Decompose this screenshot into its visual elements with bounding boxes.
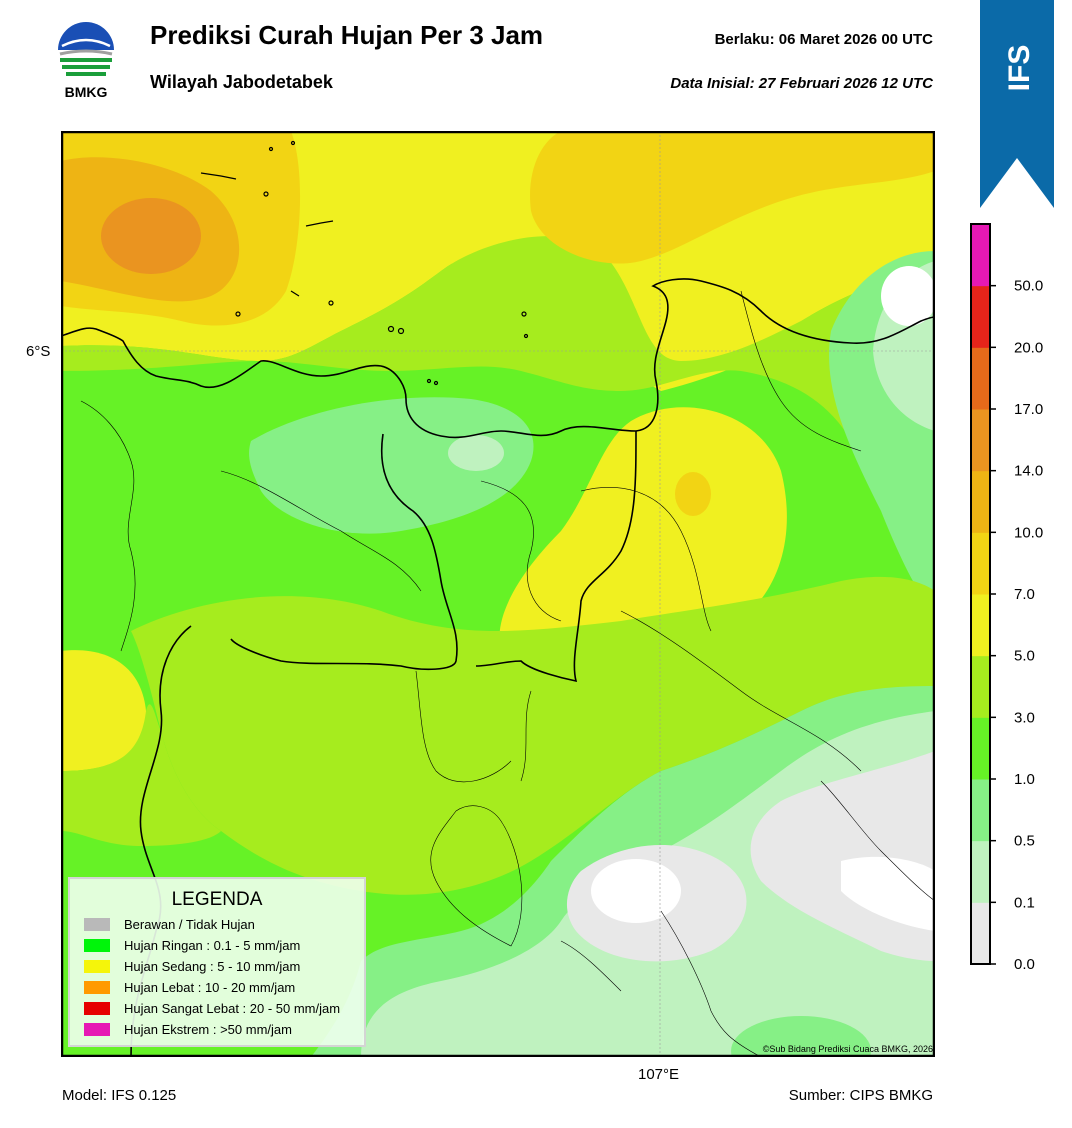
legend-box: LEGENDA Berawan / Tidak Hujan Hujan Ring… <box>68 877 366 1047</box>
colorbar-segment <box>971 655 990 718</box>
colorbar-segment <box>971 532 990 595</box>
logo-text: BMKG <box>64 84 108 100</box>
legend-label: Hujan Sangat Lebat : 20 - 50 mm/jam <box>124 1000 341 1016</box>
legend-item: Hujan Sedang : 5 - 10 mm/jam <box>84 958 300 974</box>
legend-item: Berawan / Tidak Hujan <box>84 916 255 932</box>
legend-item: Hujan Lebat : 10 - 20 mm/jam <box>84 979 295 995</box>
legend-swatch <box>84 938 110 952</box>
legend-label: Hujan Ekstrem : >50 mm/jam <box>124 1021 292 1037</box>
longitude-label: 107°E <box>638 1066 680 1083</box>
ifs-badge <box>980 0 1054 208</box>
init-time-label: Data Inisial: 27 Februari 2026 12 UTC <box>670 75 933 92</box>
valid-time-label: Berlaku: 06 Maret 2026 00 UTC <box>714 31 933 48</box>
legend-item: Hujan Ringan : 0.1 - 5 mm/jam <box>84 937 300 953</box>
colorbar-tick-label: 5.0 <box>1014 648 1035 665</box>
legend-label: Hujan Ringan : 0.1 - 5 mm/jam <box>124 937 301 953</box>
source-label: Sumber: CIPS BMKG <box>788 1087 933 1104</box>
colorbar-segment <box>971 470 990 533</box>
legend-swatch <box>84 980 110 994</box>
colorbar-tick-label: 0.0 <box>1014 956 1035 973</box>
colorbar-tick-label: 0.1 <box>1014 894 1035 911</box>
colorbar-segment <box>971 717 990 780</box>
bmkg-logo <box>55 22 117 85</box>
colorbar-segment <box>971 347 990 410</box>
page-title: Prediksi Curah Hujan Per 3 Jam <box>150 20 544 50</box>
svg-text:IFS: IFS <box>1003 45 1036 92</box>
legend-swatch <box>84 1001 110 1015</box>
colorbar-tick-label: 0.5 <box>1014 833 1035 850</box>
colorbar-segment <box>971 902 990 965</box>
legend-swatch <box>84 917 110 931</box>
colorbar-tick-label: 14.0 <box>1014 463 1043 480</box>
legend-swatch <box>84 959 110 973</box>
colorbar-tick-label: 50.0 <box>1014 278 1043 295</box>
legend-item: Hujan Sangat Lebat : 20 - 50 mm/jam <box>84 1000 340 1016</box>
colorbar: 0.0 0.1 0.5 1.0 3.0 5.0 7.0 10.0 14.0 17.0 20.0 50.… <box>970 223 1043 973</box>
legend-title: LEGENDA <box>171 889 263 910</box>
colorbar-tick-label: 10.0 <box>1014 524 1043 541</box>
legend-label: Berawan / Tidak Hujan <box>124 916 255 932</box>
colorbar-tick-label: 7.0 <box>1014 586 1035 603</box>
colorbar-segment <box>971 779 990 842</box>
ifs-badge-label: IFS <box>1003 45 1036 92</box>
colorbar-tick-label: 3.0 <box>1014 709 1035 726</box>
legend-label: Hujan Lebat : 10 - 20 mm/jam <box>124 979 296 995</box>
latitude-label: 6°S <box>26 343 51 360</box>
colorbar-tick-label: 20.0 <box>1014 339 1043 356</box>
colorbar-segment <box>971 224 990 287</box>
copyright-text: ©Sub Bidang Prediksi Cuaca BMKG, 2026 <box>762 1044 933 1054</box>
colorbar-segment <box>971 285 990 348</box>
legend-label: Hujan Sedang : 5 - 10 mm/jam <box>124 958 301 974</box>
colorbar-tick-label: 17.0 <box>1014 401 1043 418</box>
colorbar-segment <box>971 840 990 903</box>
colorbar-tick-label: 1.0 <box>1014 771 1035 788</box>
colorbar-segment <box>971 409 990 472</box>
page-subtitle: Wilayah Jabodetabek <box>150 72 333 92</box>
legend-swatch <box>84 1022 110 1036</box>
legend-item: Hujan Ekstrem : >50 mm/jam <box>84 1021 292 1037</box>
colorbar-segment <box>971 594 990 657</box>
model-label: Model: IFS 0.125 <box>62 1087 177 1104</box>
